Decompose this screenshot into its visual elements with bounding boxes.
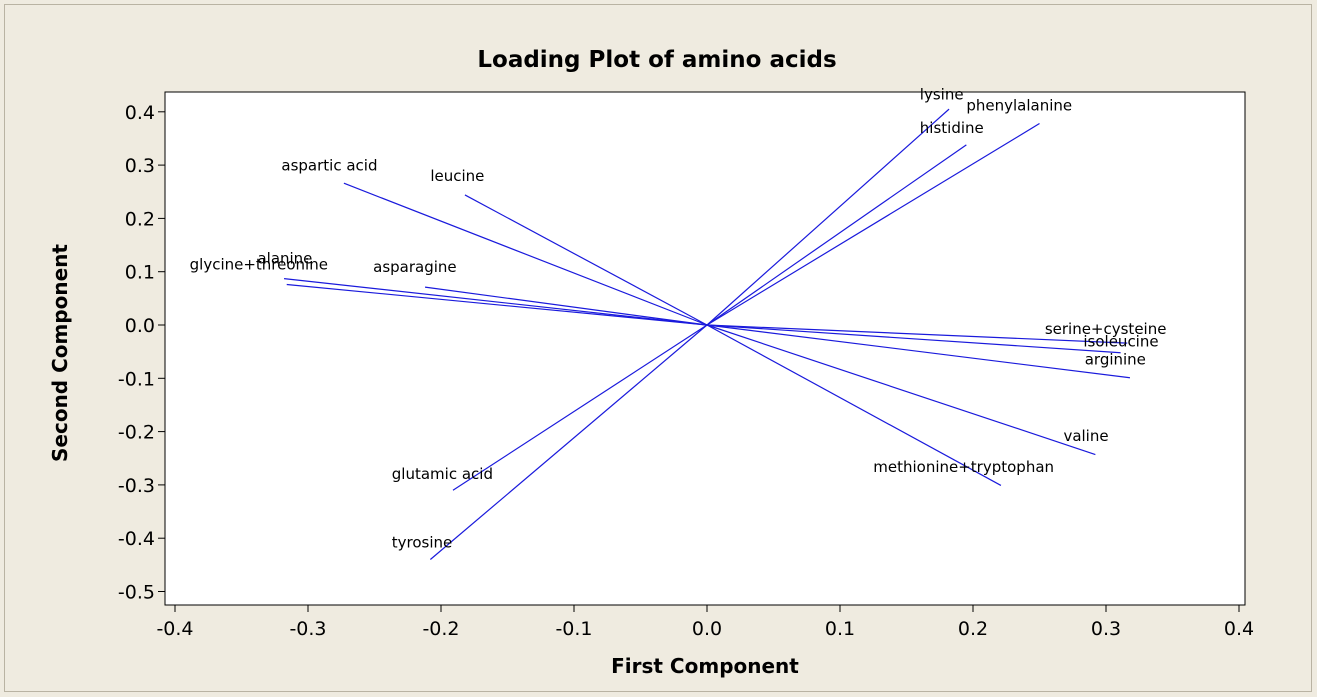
vector-label-isoleucine: isoleucine (1083, 332, 1158, 350)
x-tick-label: 0.3 (1091, 618, 1121, 640)
vector-phenylalanine (706, 123, 1040, 326)
vector-label-phenylalanine: phenylalanine (966, 97, 1072, 115)
y-tick-label: 0.2 (125, 208, 155, 230)
vector-aspartic-acid (343, 182, 708, 326)
y-tick-label: -0.3 (118, 475, 155, 497)
x-tick-label: 0.0 (692, 618, 722, 640)
vector-label-serine-cysteine: serine+cysteine (1045, 320, 1167, 338)
vector-label-alanine: alanine (257, 250, 312, 268)
loading-vectors (283, 108, 1131, 560)
x-tick-label: -0.1 (555, 618, 592, 640)
vector-arginine (706, 324, 1131, 379)
x-tick-label: -0.3 (289, 618, 326, 640)
vector-valine (706, 324, 1096, 456)
y-tick-label: -0.4 (118, 528, 155, 550)
y-tick-label: -0.5 (118, 582, 155, 604)
y-tick-label: 0.0 (125, 315, 155, 337)
vector-label-valine: valine (1063, 427, 1108, 445)
vector-label-methionine-tryptophan: methionine+tryptophan (873, 458, 1054, 476)
vector-glutamic-acid (452, 324, 708, 491)
loading-plot: Loading Plot of amino acids lysinephenyl… (48, 47, 1254, 678)
y-tick-label: 0.4 (125, 102, 155, 124)
vector-tyrosine (429, 324, 708, 560)
vector-methionine-tryptophan (706, 324, 1002, 486)
y-tick-label: -0.2 (118, 422, 155, 444)
vector-label-asparagine: asparagine (373, 258, 457, 276)
vector-label-aspartic-acid: aspartic acid (281, 156, 377, 174)
x-axis: -0.4 -0.3 -0.2 -0.1 0.0 0.1 0.2 0.3 0.4 (156, 605, 1254, 640)
chart-frame: Loading Plot of amino acids lysine phenyl… (4, 4, 1312, 692)
y-tick-label: 0.1 (125, 262, 155, 284)
x-tick-label: -0.4 (156, 618, 193, 640)
vector-asparagine (424, 286, 708, 326)
vector-serine-cysteine (706, 324, 1128, 344)
vector-leucine (464, 194, 708, 326)
vector-label-glutamic-acid: glutamic acid (392, 465, 493, 483)
x-tick-label: 0.1 (825, 618, 855, 640)
x-tick-label: 0.4 (1224, 618, 1254, 640)
vector-label-glycine-threonine: glycine+threonine (190, 256, 328, 274)
y-tick-label: 0.3 (125, 155, 155, 177)
x-tick-label: -0.2 (422, 618, 459, 640)
x-axis-label: First Component (611, 654, 799, 678)
vector-label-histidine: histidine (920, 119, 984, 137)
x-tick-label: 0.2 (958, 618, 988, 640)
vector-label-tyrosine: tyrosine (392, 533, 453, 551)
vector-label-arginine: arginine (1085, 350, 1146, 368)
y-axis: 0.4 0.3 0.2 0.1 0.0 -0.1 -0.2 -0.3 -0.4 -0.5 (118, 102, 165, 604)
y-axis-label: Second Component (48, 244, 72, 462)
vector-glycine-threonine (286, 283, 708, 326)
y-tick-label: -0.1 (118, 368, 155, 390)
vector-label-leucine: leucine (430, 167, 484, 185)
vector-lysine (706, 108, 950, 326)
vector-isoleucine (706, 324, 1121, 354)
vector-histidine (706, 144, 967, 326)
vector-alanine (283, 278, 708, 326)
vector-label-lysine: lysine (920, 86, 964, 104)
chart-title: Loading Plot of amino acids (477, 47, 836, 73)
